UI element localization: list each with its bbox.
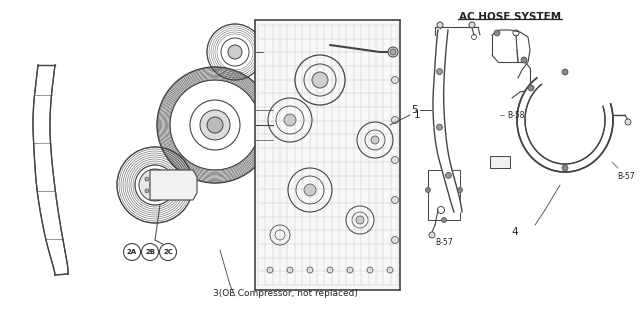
Polygon shape [517,78,613,172]
Circle shape [150,180,160,190]
Circle shape [356,216,364,224]
Circle shape [156,173,160,178]
Text: B-58: B-58 [507,110,525,119]
Circle shape [327,267,333,273]
Circle shape [228,45,242,59]
Circle shape [284,114,296,126]
Circle shape [436,124,442,130]
Text: 3(OE Compressor, not replaced): 3(OE Compressor, not replaced) [212,289,357,298]
Polygon shape [33,65,68,275]
Circle shape [436,68,442,75]
Circle shape [469,22,475,28]
Circle shape [145,189,149,193]
Circle shape [200,110,230,140]
Circle shape [392,76,399,84]
Circle shape [521,57,527,63]
Polygon shape [255,20,400,290]
Circle shape [287,267,293,273]
Circle shape [494,30,500,36]
Text: 1: 1 [414,110,420,120]
Circle shape [156,193,160,196]
Circle shape [562,69,568,75]
Circle shape [367,267,373,273]
Text: B-57: B-57 [435,238,453,247]
Text: AC HOSE SYSTEM: AC HOSE SYSTEM [459,12,561,22]
Text: 2A: 2A [127,249,137,255]
Circle shape [347,267,353,273]
Circle shape [267,267,273,273]
Circle shape [304,184,316,196]
Text: 4: 4 [512,227,518,237]
Circle shape [442,218,447,222]
Circle shape [312,72,328,88]
Circle shape [145,177,149,181]
Circle shape [426,188,431,193]
Circle shape [390,49,396,55]
Circle shape [141,244,159,260]
Polygon shape [150,170,197,200]
Text: 2B: 2B [145,249,155,255]
Circle shape [388,47,398,57]
Circle shape [562,165,568,171]
Circle shape [445,172,451,178]
Circle shape [392,156,399,164]
Text: 2C: 2C [163,249,173,255]
Circle shape [392,236,399,244]
Polygon shape [433,30,462,212]
Text: 5: 5 [412,105,418,115]
Circle shape [429,232,435,238]
Circle shape [307,267,313,273]
Text: B-57: B-57 [617,172,635,181]
Circle shape [392,196,399,204]
Circle shape [163,183,167,187]
Circle shape [124,244,141,260]
Circle shape [159,244,177,260]
Circle shape [528,85,534,91]
Circle shape [458,188,463,193]
Circle shape [625,119,631,125]
Circle shape [437,22,443,28]
FancyBboxPatch shape [490,156,510,168]
Circle shape [207,117,223,133]
Circle shape [392,116,399,124]
Circle shape [139,169,171,201]
Circle shape [371,136,379,144]
Circle shape [387,267,393,273]
